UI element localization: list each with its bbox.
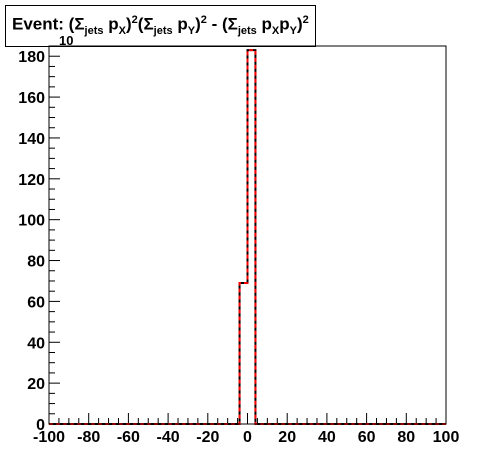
y-tick-label: 40 xyxy=(27,335,45,352)
y-tick-label: 0 xyxy=(36,417,45,434)
x-tick-label: -100 xyxy=(33,429,65,446)
histogram-bar xyxy=(240,283,248,424)
y-tick-label: 160 xyxy=(18,90,45,107)
x-tick-label: 0 xyxy=(243,429,252,446)
y-tick-label: 80 xyxy=(27,254,45,271)
x-tick-label: 80 xyxy=(397,429,415,446)
x-tick-label: -20 xyxy=(196,429,219,446)
y-tick-label: 20 xyxy=(27,376,45,393)
y-exponent-label: 10 xyxy=(59,33,73,48)
x-tick-label: 100 xyxy=(433,429,460,446)
histogram-bar xyxy=(248,50,256,424)
x-tick-label: -80 xyxy=(77,429,100,446)
x-tick-label: -60 xyxy=(117,429,140,446)
x-tick-label: 60 xyxy=(358,429,376,446)
axes: -100 -80 -60 -40 -20 0 20 40 60 80 100 0 20 40 60 80 100… xyxy=(18,45,460,446)
plot-frame xyxy=(48,45,447,425)
x-tick-label: 40 xyxy=(318,429,336,446)
y-tick-label: 100 xyxy=(18,213,45,230)
y-tick-label: 180 xyxy=(18,49,45,66)
chart-title: Event: (Σjets pX)2(Σjets pY)2 - (Σjets p… xyxy=(5,5,316,48)
y-tick-label: 60 xyxy=(27,294,45,311)
x-tick-label: -40 xyxy=(157,429,180,446)
y-tick-label: 140 xyxy=(18,131,45,148)
x-tick-label: 20 xyxy=(278,429,296,446)
y-tick-label: 120 xyxy=(18,172,45,189)
